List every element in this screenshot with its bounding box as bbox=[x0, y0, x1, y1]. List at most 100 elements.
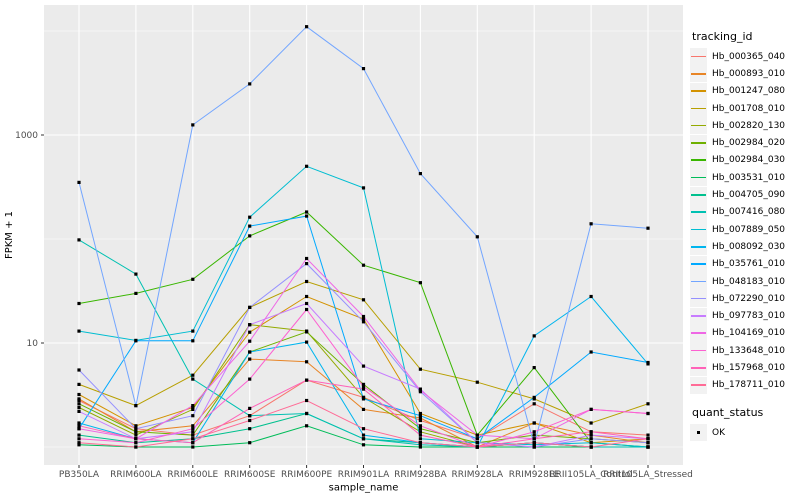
data-point bbox=[361, 385, 366, 389]
data-point bbox=[532, 443, 536, 447]
legend-entry-label: Hb_178711_010 bbox=[712, 380, 786, 391]
data-point bbox=[248, 234, 252, 238]
x-tick-label: RRIM600PE bbox=[281, 470, 333, 480]
data-point bbox=[361, 397, 366, 401]
legend-line-icon bbox=[691, 332, 706, 334]
data-point bbox=[418, 424, 422, 428]
data-point bbox=[646, 360, 650, 365]
legend-entry-Hb_104169_010: Hb_104169_010 bbox=[690, 324, 798, 342]
legend-key-line-swatch bbox=[690, 221, 707, 239]
data-point bbox=[305, 340, 309, 344]
legend-line-icon bbox=[691, 297, 706, 300]
data-point bbox=[134, 339, 138, 343]
data-point bbox=[532, 433, 536, 437]
data-point bbox=[77, 405, 81, 410]
legend-line-icon bbox=[691, 280, 706, 283]
data-point bbox=[305, 279, 309, 284]
legend-key-line-swatch bbox=[690, 100, 707, 118]
legend-key-line-swatch bbox=[690, 151, 707, 169]
data-point bbox=[77, 329, 81, 333]
data-point bbox=[248, 350, 252, 354]
legend-entry-label: Hb_003531_010 bbox=[712, 172, 786, 183]
data-point bbox=[361, 427, 366, 431]
data-point bbox=[361, 364, 366, 368]
data-point bbox=[361, 407, 366, 411]
data-point bbox=[248, 406, 252, 410]
data-point bbox=[248, 224, 252, 228]
legend-key-line-swatch bbox=[690, 65, 707, 83]
legend-entry-label: Hb_002984_020 bbox=[712, 138, 786, 149]
data-point bbox=[305, 262, 309, 266]
legend-entry-label: Hb_035761_010 bbox=[712, 259, 786, 270]
x-tick-label: RRIM928LE bbox=[509, 470, 560, 480]
data-point bbox=[191, 424, 195, 428]
data-point bbox=[589, 441, 593, 445]
data-point bbox=[418, 430, 422, 434]
data-point bbox=[418, 414, 422, 418]
data-point bbox=[646, 433, 650, 437]
data-point bbox=[418, 418, 422, 423]
data-point bbox=[646, 402, 650, 406]
data-point bbox=[418, 441, 422, 445]
data-point bbox=[305, 411, 309, 416]
legend-key-line-swatch bbox=[690, 273, 707, 290]
data-point bbox=[361, 314, 366, 319]
legend-entry-quant-OK: OK bbox=[690, 424, 798, 442]
legend-entry-Hb_007889_050: Hb_007889_050 bbox=[690, 221, 798, 239]
data-point bbox=[646, 226, 650, 230]
legend-entry-label: OK bbox=[712, 427, 725, 438]
data-point bbox=[305, 164, 309, 168]
legend-key-point-swatch bbox=[690, 424, 707, 442]
legend-key-line-swatch bbox=[690, 169, 707, 187]
legend-line-icon bbox=[691, 366, 706, 369]
data-point bbox=[418, 427, 422, 431]
data-point bbox=[532, 430, 536, 434]
legend-line-icon bbox=[691, 124, 706, 127]
legend-entry-Hb_002984_030: Hb_002984_030 bbox=[690, 151, 798, 169]
legend-entry-Hb_000893_010: Hb_000893_010 bbox=[690, 65, 798, 83]
data-point bbox=[191, 377, 195, 381]
data-point bbox=[532, 437, 536, 441]
x-tick-label: RRII105LA_Stressed bbox=[603, 470, 693, 480]
data-point bbox=[191, 441, 195, 445]
legend-entry-label: Hb_002820_130 bbox=[712, 120, 786, 131]
data-point bbox=[418, 437, 422, 441]
data-point bbox=[248, 441, 252, 445]
data-point bbox=[305, 301, 309, 306]
data-point bbox=[418, 411, 422, 416]
legend-line-icon bbox=[691, 142, 706, 144]
legend-line-icon bbox=[691, 90, 706, 92]
x-tick-label: RRIM600SE bbox=[224, 470, 276, 480]
data-point bbox=[191, 405, 195, 410]
legend-line-icon bbox=[691, 176, 706, 179]
legend-entry-Hb_002984_020: Hb_002984_020 bbox=[690, 134, 798, 152]
data-point bbox=[305, 214, 309, 218]
y-tick-label: 10 bbox=[27, 339, 39, 349]
data-point bbox=[77, 433, 81, 437]
legend-entry-Hb_008092_030: Hb_008092_030 bbox=[690, 238, 798, 256]
legend-entry-label: Hb_157968_010 bbox=[712, 362, 786, 373]
legend-key-line-swatch bbox=[690, 82, 707, 100]
data-point bbox=[191, 437, 195, 441]
legend-title-quant-status: quant_status bbox=[692, 405, 764, 419]
data-point bbox=[191, 277, 195, 281]
legend-key-line-swatch bbox=[690, 203, 707, 221]
data-point bbox=[305, 256, 309, 261]
legend-entry-label: Hb_002984_030 bbox=[712, 155, 786, 166]
data-point bbox=[532, 402, 536, 406]
data-point bbox=[77, 443, 81, 447]
data-point bbox=[191, 339, 195, 343]
legend-entry-Hb_000365_040: Hb_000365_040 bbox=[690, 48, 798, 66]
legend-line-icon bbox=[691, 349, 706, 352]
data-point bbox=[418, 172, 422, 176]
legend-line-icon bbox=[691, 72, 706, 75]
data-point bbox=[191, 404, 195, 408]
legend-entry-label: Hb_000365_040 bbox=[712, 51, 786, 62]
data-point bbox=[248, 305, 252, 309]
legend-line-icon bbox=[691, 211, 706, 213]
data-point bbox=[475, 380, 479, 384]
legend-key-line-swatch bbox=[690, 48, 707, 66]
data-point bbox=[248, 330, 252, 334]
data-point bbox=[589, 407, 593, 411]
data-point bbox=[191, 373, 195, 377]
